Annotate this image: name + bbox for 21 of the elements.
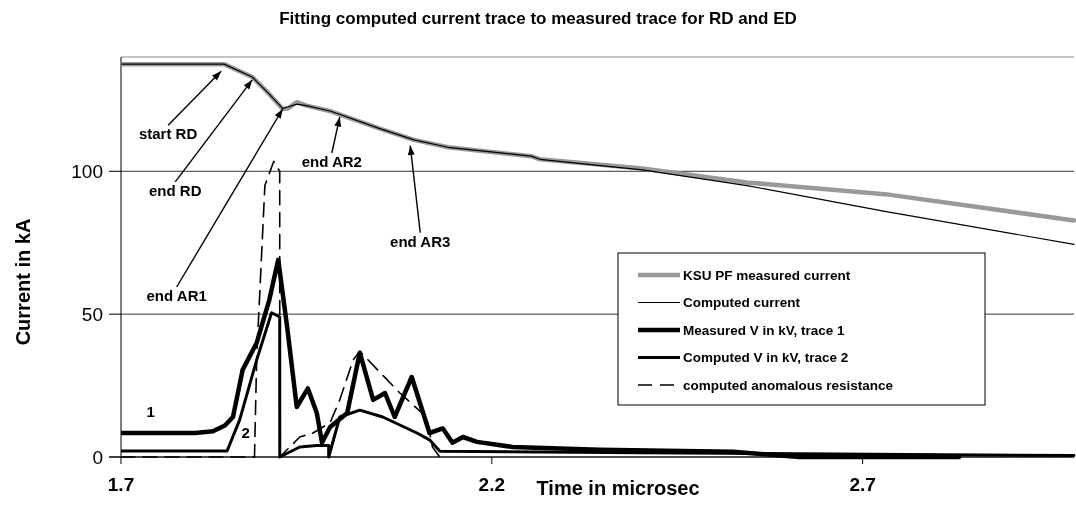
x-tick-label: 1.7 [107, 474, 135, 495]
y-axis-title: Current in kA [12, 218, 34, 346]
x-tick-label: 2.2 [478, 474, 506, 495]
chart-title: Fitting computed current trace to measured trace for RD and ED [279, 9, 797, 28]
y-tick-label: 50 [81, 303, 103, 325]
y-tick-label: 100 [71, 160, 103, 182]
legend-label: computed anomalous resistance [683, 377, 894, 393]
legend-label: Computed V in kV, trace 2 [683, 350, 849, 366]
legend-label: Computed current [683, 295, 801, 311]
annotation: 1 [146, 403, 155, 420]
annotation: 2 [241, 423, 250, 441]
legend-label: KSU PF measured current [683, 267, 851, 283]
annotation: start RD [138, 125, 198, 143]
x-tick-label: 2.7 [849, 474, 876, 495]
annotation: end AR3 [390, 232, 451, 250]
annotation: end AR2 [301, 153, 362, 170]
annotation: end RD [149, 181, 202, 199]
annotation: end AR1 [146, 287, 207, 304]
y-tick-label: 0 [92, 446, 103, 468]
x-axis-title: Time in microsec [536, 477, 700, 499]
legend-label: Measured V in kV, trace 1 [683, 322, 846, 338]
